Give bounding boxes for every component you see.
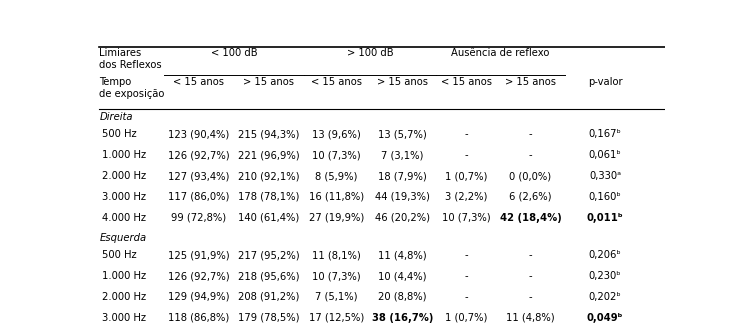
Text: 10 (7,3%): 10 (7,3%) [442, 213, 491, 222]
Text: 126 (92,7%): 126 (92,7%) [168, 150, 229, 160]
Text: 20 (8,8%): 20 (8,8%) [378, 292, 426, 302]
Text: < 100 dB: < 100 dB [211, 48, 257, 58]
Text: 10 (7,3%): 10 (7,3%) [312, 271, 361, 281]
Text: > 15 anos: > 15 anos [505, 77, 556, 87]
Text: -: - [465, 271, 469, 281]
Text: 0,167ᵇ: 0,167ᵇ [588, 130, 621, 139]
Text: 125 (91,9%): 125 (91,9%) [168, 250, 229, 260]
Text: p-valor: p-valor [588, 77, 622, 87]
Text: Direita: Direita [99, 113, 133, 122]
Text: 0,202ᵇ: 0,202ᵇ [588, 292, 621, 302]
Text: Limiares
dos Reflexos: Limiares dos Reflexos [99, 48, 162, 70]
Text: -: - [465, 150, 469, 160]
Text: 10 (7,3%): 10 (7,3%) [312, 150, 361, 160]
Text: 0,061ᵇ: 0,061ᵇ [588, 150, 621, 160]
Text: -: - [465, 130, 469, 139]
Text: -: - [528, 292, 532, 302]
Text: 3.000 Hz: 3.000 Hz [101, 313, 146, 323]
Text: 4.000 Hz: 4.000 Hz [101, 213, 146, 222]
Text: < 15 anos: < 15 anos [173, 77, 224, 87]
Text: 1 (0,7%): 1 (0,7%) [445, 171, 488, 181]
Text: < 15 anos: < 15 anos [311, 77, 362, 87]
Text: 500 Hz: 500 Hz [101, 130, 136, 139]
Text: 13 (5,7%): 13 (5,7%) [378, 130, 426, 139]
Text: > 15 anos: > 15 anos [377, 77, 428, 87]
Text: Tempo
de exposição: Tempo de exposição [99, 77, 165, 99]
Text: 210 (92,1%): 210 (92,1%) [238, 171, 299, 181]
Text: 3 (2,2%): 3 (2,2%) [445, 192, 488, 202]
Text: -: - [528, 271, 532, 281]
Text: 42 (18,4%): 42 (18,4%) [500, 213, 562, 222]
Text: 0 (0,0%): 0 (0,0%) [509, 171, 551, 181]
Text: 117 (86,0%): 117 (86,0%) [168, 192, 229, 202]
Text: 7 (3,1%): 7 (3,1%) [381, 150, 423, 160]
Text: 179 (78,5%): 179 (78,5%) [238, 313, 299, 323]
Text: -: - [528, 150, 532, 160]
Text: Esquerda: Esquerda [99, 233, 146, 243]
Text: 27 (19,9%): 27 (19,9%) [309, 213, 364, 222]
Text: 215 (94,3%): 215 (94,3%) [238, 130, 299, 139]
Text: -: - [465, 292, 469, 302]
Text: -: - [465, 250, 469, 260]
Text: > 15 anos: > 15 anos [243, 77, 294, 87]
Text: 221 (96,9%): 221 (96,9%) [238, 150, 299, 160]
Text: 3.000 Hz: 3.000 Hz [101, 192, 146, 202]
Text: 44 (19,3%): 44 (19,3%) [375, 192, 429, 202]
Text: 129 (94,9%): 129 (94,9%) [168, 292, 229, 302]
Text: > 100 dB: > 100 dB [347, 48, 393, 58]
Text: < 15 anos: < 15 anos [441, 77, 492, 87]
Text: 16 (11,8%): 16 (11,8%) [309, 192, 364, 202]
Text: 500 Hz: 500 Hz [101, 250, 136, 260]
Text: 1.000 Hz: 1.000 Hz [101, 271, 146, 281]
Text: 208 (91,2%): 208 (91,2%) [238, 292, 299, 302]
Text: 11 (4,8%): 11 (4,8%) [378, 250, 426, 260]
Text: 0,160ᵇ: 0,160ᵇ [588, 192, 621, 202]
Text: 178 (78,1%): 178 (78,1%) [238, 192, 299, 202]
Text: 46 (20,2%): 46 (20,2%) [375, 213, 429, 222]
Text: 38 (16,7%): 38 (16,7%) [372, 313, 433, 323]
Text: 10 (4,4%): 10 (4,4%) [378, 271, 426, 281]
Text: Ausência de reflexo: Ausência de reflexo [452, 48, 550, 58]
Text: -: - [528, 130, 532, 139]
Text: 18 (7,9%): 18 (7,9%) [378, 171, 426, 181]
Text: 0,206ᵇ: 0,206ᵇ [588, 250, 621, 260]
Text: 126 (92,7%): 126 (92,7%) [168, 271, 229, 281]
Text: 99 (72,8%): 99 (72,8%) [171, 213, 226, 222]
Text: 8 (5,9%): 8 (5,9%) [315, 171, 358, 181]
Text: 6 (2,6%): 6 (2,6%) [509, 192, 552, 202]
Text: 0,011ᵇ: 0,011ᵇ [587, 213, 623, 222]
Text: 0,330ᵃ: 0,330ᵃ [589, 171, 621, 181]
Text: 2.000 Hz: 2.000 Hz [101, 171, 146, 181]
Text: 127 (93,4%): 127 (93,4%) [168, 171, 229, 181]
Text: 218 (95,6%): 218 (95,6%) [238, 271, 299, 281]
Text: 17 (12,5%): 17 (12,5%) [309, 313, 364, 323]
Text: 13 (9,6%): 13 (9,6%) [312, 130, 361, 139]
Text: 118 (86,8%): 118 (86,8%) [168, 313, 229, 323]
Text: 1.000 Hz: 1.000 Hz [101, 150, 146, 160]
Text: 217 (95,2%): 217 (95,2%) [238, 250, 299, 260]
Text: 11 (4,8%): 11 (4,8%) [506, 313, 555, 323]
Text: 0,230ᵇ: 0,230ᵇ [589, 271, 621, 281]
Text: 11 (8,1%): 11 (8,1%) [312, 250, 361, 260]
Text: 7 (5,1%): 7 (5,1%) [315, 292, 358, 302]
Text: 2.000 Hz: 2.000 Hz [101, 292, 146, 302]
Text: -: - [528, 250, 532, 260]
Text: 123 (90,4%): 123 (90,4%) [168, 130, 229, 139]
Text: 1 (0,7%): 1 (0,7%) [445, 313, 488, 323]
Text: 140 (61,4%): 140 (61,4%) [238, 213, 299, 222]
Text: 0,049ᵇ: 0,049ᵇ [587, 313, 623, 323]
